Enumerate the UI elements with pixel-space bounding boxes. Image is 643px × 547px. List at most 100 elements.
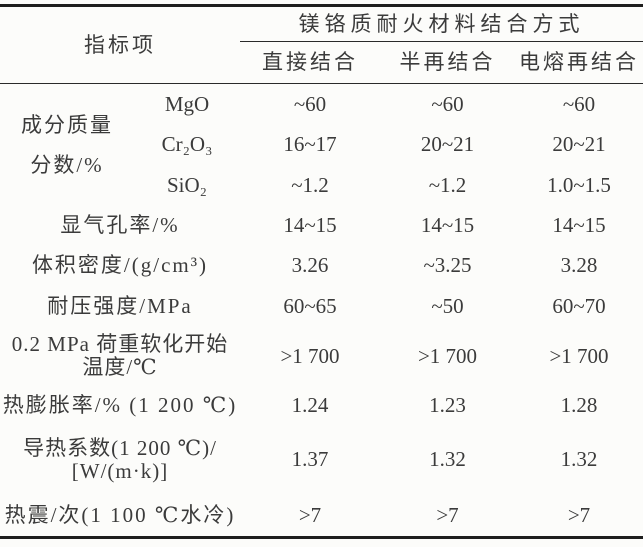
composition-label-line2: 分数/% (30, 152, 104, 177)
property-label: 耐压强度/MPa (47, 294, 193, 319)
cell-value: >7 (436, 502, 459, 527)
value-cell: 1.24 (240, 385, 380, 426)
bond-type-cell-semi-rebonded: 半再结合 (380, 41, 515, 84)
value-cell: 60~65 (240, 286, 380, 328)
table-row-apparent-porosity: 显气孔率/% 14~15 14~15 14~15 (0, 206, 643, 246)
cell-value: >1 700 (417, 343, 478, 368)
value-cell: 1.37 (240, 426, 380, 494)
property-label-cell: 体积密度/(g/cm³) (0, 246, 240, 286)
value-cell: 14~15 (515, 206, 643, 246)
cell-value: 1.28 (560, 392, 598, 417)
group-header-label: 镁铬质耐火材料结合方式 (298, 11, 585, 36)
property-label-cell: 0.2 MPa 荷重软化开始 温度/℃ (0, 328, 240, 385)
cell-value: 20~21 (552, 132, 606, 157)
value-cell: 1.28 (515, 385, 643, 426)
composition-group-label-cell: 成分质量 分数/% (0, 84, 134, 206)
value-cell: >7 (515, 494, 643, 538)
value-cell: ~60 (515, 84, 643, 124)
table-row-thermal-shock: 热震/次(1 100 ℃水冷) >7 >7 >7 (0, 494, 643, 538)
value-cell: 1.23 (380, 385, 515, 426)
cell-value: 14~15 (420, 213, 475, 238)
composition-label-line1: 成分质量 (21, 112, 113, 137)
property-label: 热震/次(1 100 ℃水冷) (4, 502, 236, 527)
value-cell: >7 (240, 494, 380, 538)
refractory-properties-table: 指标项 镁铬质耐火材料结合方式 直接结合 半再结合 电熔再结合 (0, 4, 643, 539)
value-cell: 16~17 (240, 124, 380, 166)
property-label-cell: 耐压强度/MPa (0, 286, 240, 328)
cell-value: 14~15 (552, 213, 606, 238)
value-cell: >1 700 (240, 328, 380, 385)
property-label-line2: [W/(m·k)] (71, 458, 169, 483)
header-row-group: 指标项 镁铬质耐火材料结合方式 (0, 5, 643, 84)
property-label-line1: 0.2 MPa 荷重软化开始 (11, 332, 229, 356)
property-label-cell: 热震/次(1 100 ℃水冷) (0, 494, 240, 538)
table-row-cr2o3: Cr₂O₃ 16~17 20~21 20~21 (0, 124, 643, 166)
bond-type-label: 直接结合 (262, 50, 358, 75)
cell-value: 1.0~1.5 (547, 173, 611, 198)
cell-value: 16~17 (283, 132, 337, 157)
table-row-cold-crushing-strength: 耐压强度/MPa 60~65 ~50 60~70 (0, 286, 643, 328)
bond-type-cell-direct: 直接结合 (240, 41, 380, 84)
group-header-cell: 镁铬质耐火材料结合方式 (240, 5, 643, 42)
value-cell: ~1.2 (380, 166, 515, 206)
value-cell: >1 700 (515, 328, 643, 385)
cell-value: >7 (567, 502, 591, 527)
bond-type-cell-fused-rebonded: 电熔再结合 (515, 41, 643, 84)
property-label: 显气孔率/% (60, 213, 180, 238)
table-row-sio2: SiO₂ ~1.2 ~1.2 1.0~1.5 (0, 166, 643, 206)
value-cell: 3.28 (515, 246, 643, 286)
cell-value: 1.37 (291, 447, 329, 472)
cell-value: ~60 (562, 91, 596, 116)
cell-value: >7 (298, 502, 322, 527)
cell-value: ~1.2 (291, 173, 329, 198)
cell-value: ~60 (431, 91, 464, 116)
value-cell: ~60 (240, 84, 380, 124)
table-row-bulk-density: 体积密度/(g/cm³) 3.26 ~3.25 3.28 (0, 246, 643, 286)
value-cell: ~3.25 (380, 246, 515, 286)
cell-value: 60~70 (552, 294, 606, 319)
formula-cell-mgo: MgO (134, 84, 240, 124)
bond-type-label: 半再结合 (399, 50, 496, 75)
indicator-header-label: 指标项 (84, 32, 156, 57)
cell-value: ~3.25 (423, 253, 472, 278)
table-row-thermal-conductivity: 导热系数(1 200 ℃)/ [W/(m·k)] 1.37 1.32 1.32 (0, 426, 643, 494)
value-cell: 20~21 (515, 124, 643, 166)
value-cell: 3.26 (240, 246, 380, 286)
value-cell: 1.32 (515, 426, 643, 494)
property-label-cell: 显气孔率/% (0, 206, 240, 246)
value-cell: 1.0~1.5 (515, 166, 643, 206)
value-cell: ~50 (380, 286, 515, 328)
header-row-bond-types: 直接结合 半再结合 电熔再结合 (0, 41, 643, 84)
cell-value: 1.32 (560, 447, 598, 472)
indicator-header-cell: 指标项 (0, 5, 240, 84)
cell-value: 1.24 (291, 392, 329, 417)
value-cell: 60~70 (515, 286, 643, 328)
value-cell: ~60 (380, 84, 515, 124)
cell-value: >1 700 (280, 343, 340, 368)
cell-value: 3.26 (291, 253, 329, 278)
cell-value: >1 700 (549, 343, 609, 368)
property-label: 热膨胀率/% (1 200 ℃) (2, 392, 238, 417)
value-cell: 1.32 (380, 426, 515, 494)
property-label-line2: 温度/℃ (82, 355, 158, 379)
formula-label: MgO (164, 91, 210, 116)
table-row-mgo: 成分质量 分数/% MgO ~60 ~60 ~60 (0, 84, 643, 177)
formula-label: Cr₂O₃ (161, 132, 213, 157)
property-label-cell: 导热系数(1 200 ℃)/ [W/(m·k)] (0, 426, 240, 494)
formula-label: SiO₂ (166, 173, 207, 198)
property-label-line1: 导热系数(1 200 ℃)/ (23, 435, 217, 460)
value-cell: ~1.2 (240, 166, 380, 206)
cell-value: 60~65 (283, 294, 337, 319)
cell-value: 1.23 (429, 392, 466, 417)
value-cell: >1 700 (380, 328, 515, 385)
value-cell: 14~15 (380, 206, 515, 246)
cell-value: 3.28 (560, 253, 598, 278)
formula-cell-sio2: SiO₂ (134, 166, 240, 206)
cell-value: 1.32 (429, 447, 466, 472)
cell-value: 20~21 (420, 132, 475, 157)
cell-value: ~60 (293, 91, 327, 116)
property-label: 体积密度/(g/cm³) (31, 253, 209, 278)
table-row-thermal-expansion: 热膨胀率/% (1 200 ℃) 1.24 1.23 1.28 (0, 385, 643, 426)
table-row-refractoriness-under-load: 0.2 MPa 荷重软化开始 温度/℃ >1 700 >1 700 >1 700 (0, 328, 643, 385)
